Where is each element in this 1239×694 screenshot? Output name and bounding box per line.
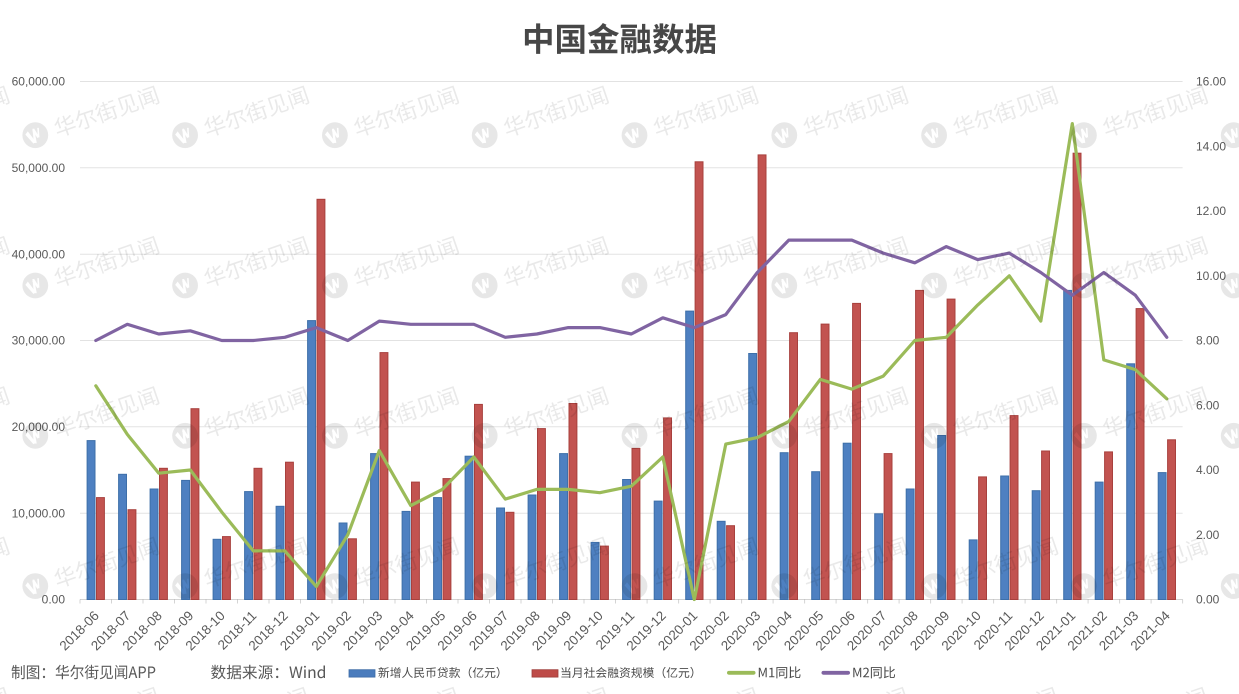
svg-text:16.00: 16.00: [1196, 75, 1226, 89]
svg-text:40,000.00: 40,000.00: [12, 247, 66, 261]
svg-text:8.00: 8.00: [1196, 334, 1220, 348]
svg-text:2.00: 2.00: [1196, 528, 1220, 542]
svg-text:12.00: 12.00: [1196, 204, 1226, 218]
svg-text:6.00: 6.00: [1196, 398, 1220, 412]
svg-text:10.00: 10.00: [1196, 269, 1226, 283]
svg-text:30,000.00: 30,000.00: [12, 334, 66, 348]
svg-text:0.00: 0.00: [42, 593, 66, 607]
svg-text:0.00: 0.00: [1196, 593, 1220, 607]
svg-text:14.00: 14.00: [1196, 139, 1226, 153]
svg-text:50,000.00: 50,000.00: [12, 161, 66, 175]
svg-text:4.00: 4.00: [1196, 463, 1220, 477]
svg-text:10,000.00: 10,000.00: [12, 506, 66, 520]
svg-text:60,000.00: 60,000.00: [12, 75, 66, 89]
